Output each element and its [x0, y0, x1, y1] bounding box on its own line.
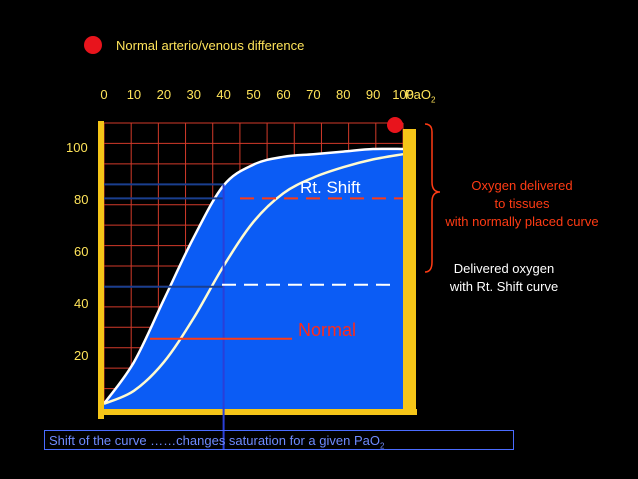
legend-label: Normal arterio/venous difference	[116, 38, 305, 53]
x-tick-label: 70	[306, 87, 321, 102]
x-tick-label: 40	[216, 87, 231, 102]
rt-shift-curve	[103, 152, 404, 405]
x-axis-label-sub: 2	[431, 95, 436, 105]
note-line: Delivered oxygen	[453, 261, 555, 276]
x-tick-label: 100	[392, 87, 414, 102]
legend-dot-icon	[84, 36, 102, 54]
caption-sub: 2	[379, 441, 385, 451]
y-tick-label: 20	[74, 348, 89, 363]
x-tick-label: 0	[100, 87, 108, 102]
right-axis-bar	[403, 129, 416, 415]
delivered-brace	[424, 123, 441, 273]
x-axis-label: PaO2	[405, 87, 435, 105]
delivered-rt-note: Delivered oxygen with Rt. Shift curve	[430, 260, 578, 296]
note-line: with normally placed curve	[445, 214, 599, 229]
note-line: with Rt. Shift curve	[449, 279, 559, 294]
caption: Shift of the curve ……changes saturation …	[44, 430, 514, 451]
y-tick-label: 40	[74, 296, 89, 311]
y-tick-label: 100	[66, 140, 88, 155]
note-line: to tissues	[494, 196, 550, 211]
x-axis-label-main: PaO	[405, 87, 432, 102]
axis-frame	[98, 121, 417, 419]
x-axis-bar	[98, 409, 417, 415]
x-tick-label: 30	[186, 87, 201, 102]
y-tick-label: 80	[74, 192, 89, 207]
endpoint-dot	[387, 117, 403, 133]
x-tick-label: 50	[246, 87, 261, 102]
normal-label: Normal	[298, 320, 357, 340]
x-tick-label: 20	[156, 87, 172, 102]
rt-shift-fill-area	[104, 148, 403, 409]
x-tick-label: 80	[336, 87, 351, 102]
y-tick-label: 60	[74, 244, 89, 259]
rt-shift-label: Rt. Shift	[300, 178, 361, 197]
caption-text: Shift of the curve ……changes saturation …	[49, 433, 380, 448]
x-tick-label: 10	[126, 87, 142, 102]
guide-lines	[104, 183, 403, 450]
normal-curve	[102, 147, 404, 405]
y-axis-bar	[98, 121, 104, 419]
note-line: Oxygen delivered	[471, 178, 573, 193]
x-tick-label: 90	[365, 87, 381, 102]
oxygen-delivered-note: Oxygen delivered to tissues with normall…	[428, 177, 616, 231]
x-tick-label: 60	[276, 87, 291, 102]
